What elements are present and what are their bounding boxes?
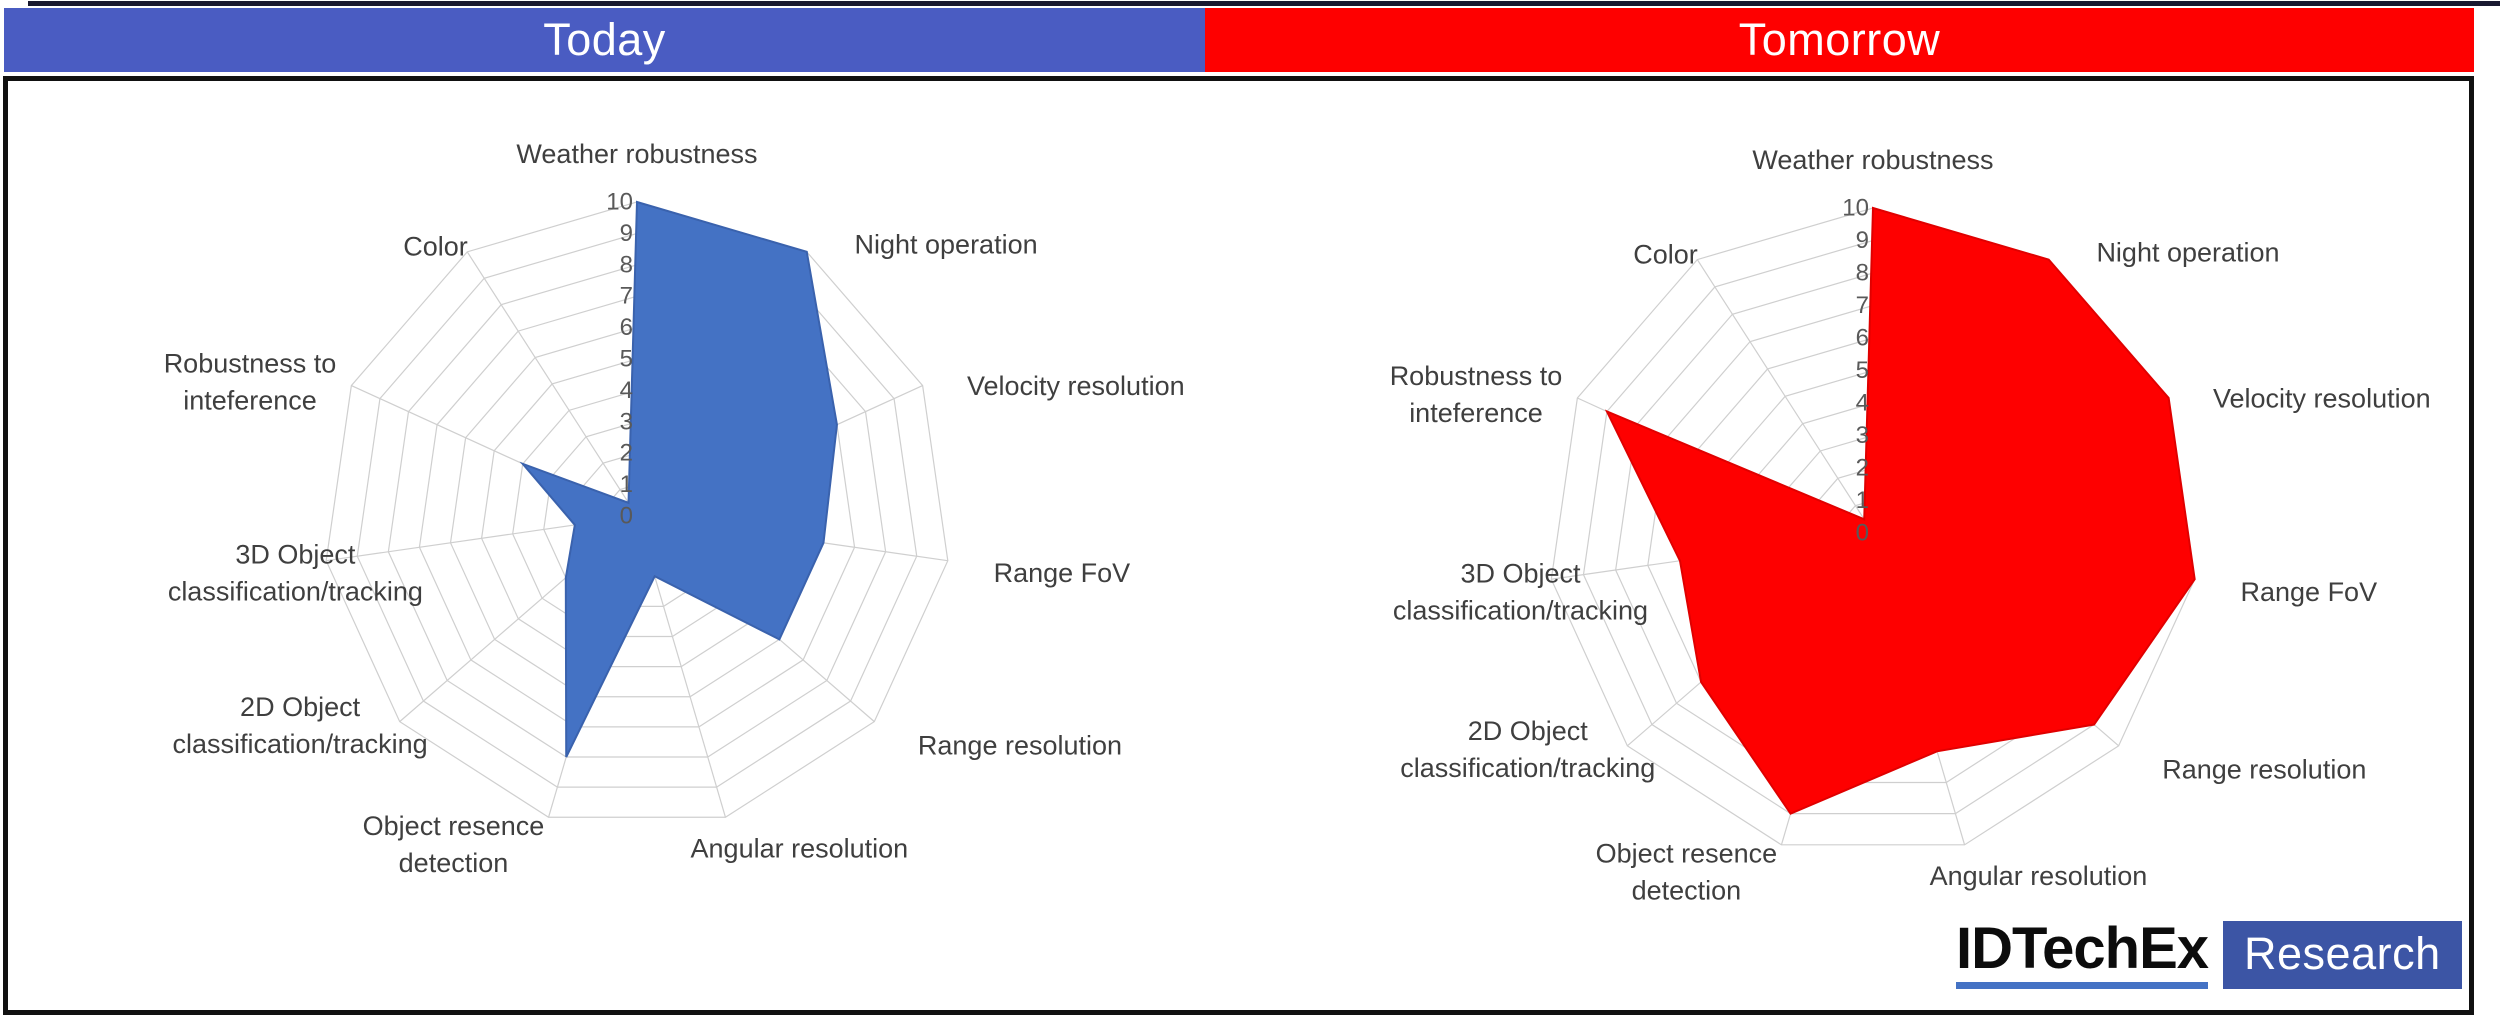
category-label: Robustness to inteference bbox=[164, 349, 337, 416]
axis-tick-label: 0 bbox=[620, 503, 633, 530]
logo-research-badge: Research bbox=[2223, 920, 2462, 989]
logo-brand-underline bbox=[1956, 982, 2209, 989]
axis-tick-label: 3 bbox=[620, 408, 633, 435]
category-label: Weather robustness bbox=[516, 139, 757, 169]
axis-tick-label: 3 bbox=[1856, 422, 1869, 449]
grid-ring bbox=[387, 264, 887, 758]
grid-ring bbox=[325, 201, 949, 818]
category-label: Range FoV bbox=[2241, 577, 2378, 607]
category-label: Range resolution bbox=[918, 730, 1122, 760]
series-polygon-tomorrow bbox=[1604, 206, 2196, 815]
category-label: 2D Object classification/tracking bbox=[173, 692, 428, 759]
axis-tick-label: 9 bbox=[1856, 227, 1869, 254]
category-label: Range resolution bbox=[2162, 755, 2366, 785]
axis-tick-label: 5 bbox=[620, 346, 633, 373]
header-tomorrow-label: Tomorrow bbox=[1738, 14, 1941, 65]
category-label: Night operation bbox=[2096, 237, 2279, 267]
category-label: Robustness to inteference bbox=[1390, 361, 1563, 428]
header-tomorrow: Tomorrow bbox=[1205, 8, 2474, 72]
category-label: Angular resolution bbox=[691, 834, 909, 864]
category-label: 2D Object classification/tracking bbox=[1400, 716, 1655, 783]
category-label: Velocity resolution bbox=[2213, 384, 2431, 414]
axis-tick-label: 1 bbox=[620, 471, 633, 498]
header-today-label: Today bbox=[543, 14, 666, 65]
axis-tick-label: 1 bbox=[1856, 487, 1869, 514]
axis-tick-label: 2 bbox=[1856, 455, 1869, 482]
axis-tick-label: 6 bbox=[620, 314, 633, 341]
axis-tick-label: 9 bbox=[620, 220, 633, 247]
category-label: Color bbox=[1633, 239, 1698, 269]
axis-tick-label: 10 bbox=[1842, 195, 1869, 222]
logo-brand-block: IDTechEx bbox=[1956, 916, 2209, 989]
series-polygon-today bbox=[519, 200, 838, 758]
window-top-border bbox=[28, 1, 2500, 6]
axis-tick-label: 7 bbox=[620, 283, 633, 310]
header-today: Today bbox=[4, 8, 1205, 72]
category-label: Object resence detection bbox=[363, 811, 545, 878]
axis-tick-label: 8 bbox=[1856, 260, 1869, 287]
axis-tick-label: 0 bbox=[1856, 520, 1869, 547]
logo-brand-text: IDTechEx bbox=[1956, 916, 2209, 981]
axis-tick-label: 8 bbox=[620, 251, 633, 278]
axis-tick-label: 5 bbox=[1856, 357, 1869, 384]
idtechex-logo: IDTechEx Research bbox=[1956, 920, 2462, 989]
axis-tick-label: 4 bbox=[1856, 390, 1869, 417]
grid-spoke bbox=[466, 251, 638, 517]
category-label: Velocity resolution bbox=[967, 371, 1185, 401]
axis-tick-label: 6 bbox=[1856, 325, 1869, 352]
grid-spoke bbox=[1696, 259, 1874, 534]
category-label: Range FoV bbox=[994, 558, 1131, 588]
category-label: Angular resolution bbox=[1930, 861, 2148, 891]
category-label: Night operation bbox=[854, 230, 1037, 260]
category-label: Weather robustness bbox=[1752, 145, 1993, 175]
grid-ring bbox=[356, 232, 918, 788]
axis-tick-label: 2 bbox=[620, 440, 633, 467]
category-label: Color bbox=[403, 232, 468, 262]
category-label: 3D Object classification/tracking bbox=[168, 540, 423, 607]
axis-tick-label: 10 bbox=[606, 189, 633, 216]
axis-tick-label: 7 bbox=[1856, 292, 1869, 319]
category-label: Object resence detection bbox=[1596, 839, 1778, 906]
category-label: 3D Object classification/tracking bbox=[1393, 558, 1648, 625]
axis-tick-label: 4 bbox=[620, 377, 633, 404]
